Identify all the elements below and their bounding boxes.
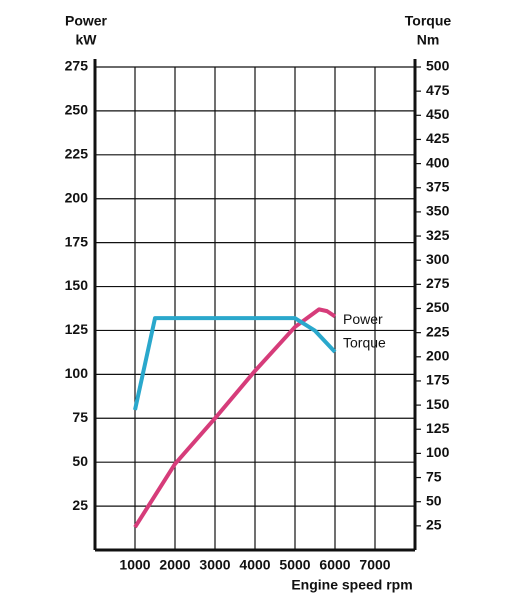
y-tick-label: 175 bbox=[65, 233, 89, 249]
x-tick-label: 2000 bbox=[159, 557, 190, 573]
y2-tick-label: 400 bbox=[426, 154, 450, 170]
y-axis-unit: kW bbox=[76, 32, 98, 48]
y2-tick-label: 25 bbox=[426, 517, 442, 533]
y-tick-label: 75 bbox=[72, 409, 88, 425]
y-tick-label: 225 bbox=[65, 146, 89, 162]
y-tick-label: 50 bbox=[72, 453, 88, 469]
y2-tick-label: 200 bbox=[426, 348, 450, 364]
y2-tick-label: 175 bbox=[426, 372, 450, 388]
y2-axis-unit: Nm bbox=[417, 32, 440, 48]
y2-tick-label: 375 bbox=[426, 178, 450, 194]
y-tick-label: 275 bbox=[65, 58, 89, 74]
y2-tick-label: 275 bbox=[426, 275, 450, 291]
y2-axis-title: Torque bbox=[405, 13, 452, 29]
x-tick-label: 1000 bbox=[119, 557, 150, 573]
x-tick-label: 3000 bbox=[199, 557, 230, 573]
y2-tick-label: 350 bbox=[426, 203, 450, 219]
y-tick-label: 200 bbox=[65, 189, 89, 205]
y-axis-title: Power bbox=[65, 13, 108, 29]
y-tick-label: 150 bbox=[65, 277, 89, 293]
y2-tick-label: 300 bbox=[426, 251, 450, 267]
y-tick-label: 100 bbox=[65, 365, 89, 381]
y2-tick-label: 325 bbox=[426, 227, 450, 243]
y-tick-label: 125 bbox=[65, 321, 89, 337]
y2-tick-label: 475 bbox=[426, 82, 450, 98]
y2-tick-label: 425 bbox=[426, 130, 450, 146]
line bbox=[133, 316, 337, 411]
series-label: Torque bbox=[343, 335, 386, 351]
y2-tick-label: 250 bbox=[426, 299, 450, 315]
y2-tick-label: 450 bbox=[426, 106, 450, 122]
y2-tick-label: 150 bbox=[426, 396, 450, 412]
x-tick-label: 6000 bbox=[319, 557, 350, 573]
line bbox=[133, 307, 337, 529]
y2-tick-label: 225 bbox=[426, 323, 450, 339]
y2-tick-label: 75 bbox=[426, 468, 442, 484]
y2-tick-label: 500 bbox=[426, 58, 450, 74]
y2-tick-label: 50 bbox=[426, 492, 442, 508]
y2-tick-label: 100 bbox=[426, 444, 450, 460]
x-tick-label: 7000 bbox=[359, 557, 390, 573]
y2-tick-label: 125 bbox=[426, 420, 450, 436]
x-tick-label: 4000 bbox=[239, 557, 270, 573]
y-tick-label: 25 bbox=[72, 497, 88, 513]
x-axis-title: Engine speed rpm bbox=[291, 577, 412, 593]
series-label: Power bbox=[343, 311, 383, 327]
y-tick-label: 250 bbox=[65, 102, 89, 118]
x-tick-label: 5000 bbox=[279, 557, 310, 573]
